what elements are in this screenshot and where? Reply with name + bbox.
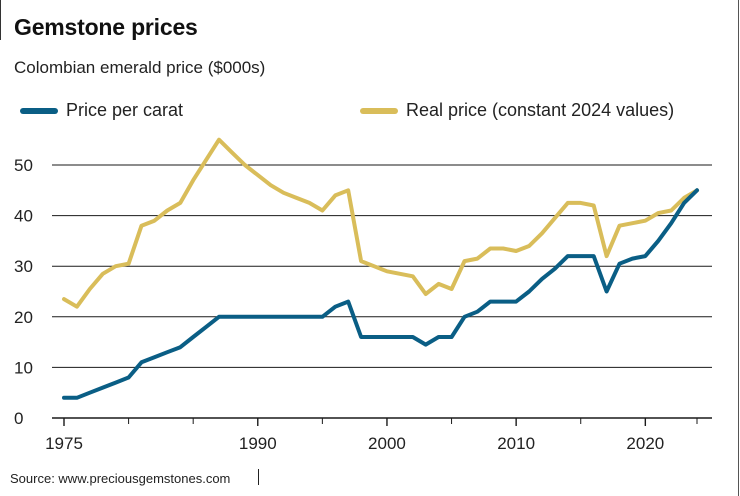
frame-right-edge [738,0,739,496]
legend-swatch-price-per-carat [20,107,58,114]
text-cursor [258,469,259,485]
legend-item-real-price: Real price (constant 2024 values) [360,100,674,121]
x-tick-label: 2020 [626,434,664,453]
x-tick-label: 2000 [368,434,406,453]
y-tick-label: 0 [14,409,23,428]
y-tick-label: 30 [14,257,33,276]
legend-item-price-per-carat: Price per carat [20,100,183,121]
y-tick-label: 50 [14,156,33,175]
chart-title: Gemstone prices [14,14,198,40]
y-tick-label: 40 [14,207,33,226]
series-line-real-price [62,137,699,309]
y-tick-label: 10 [14,358,33,377]
series-line-price-per-carat [62,188,699,400]
frame-left-edge [0,0,1,40]
x-tick-label: 1975 [45,434,83,453]
chart-subtitle: Colombian emerald price ($000s) [14,58,266,77]
legend-swatch-real-price [360,107,398,114]
x-tick-label: 1990 [239,434,277,453]
x-tick-label: 2010 [497,434,535,453]
legend-label-real-price: Real price (constant 2024 values) [406,100,675,120]
legend-label-price-per-carat: Price per carat [66,100,184,120]
chart-legend: Price per carat Real price (constant 202… [0,100,740,124]
y-tick-label: 20 [14,308,33,327]
source-note: Source: www.preciousgemstones.com [10,471,231,486]
